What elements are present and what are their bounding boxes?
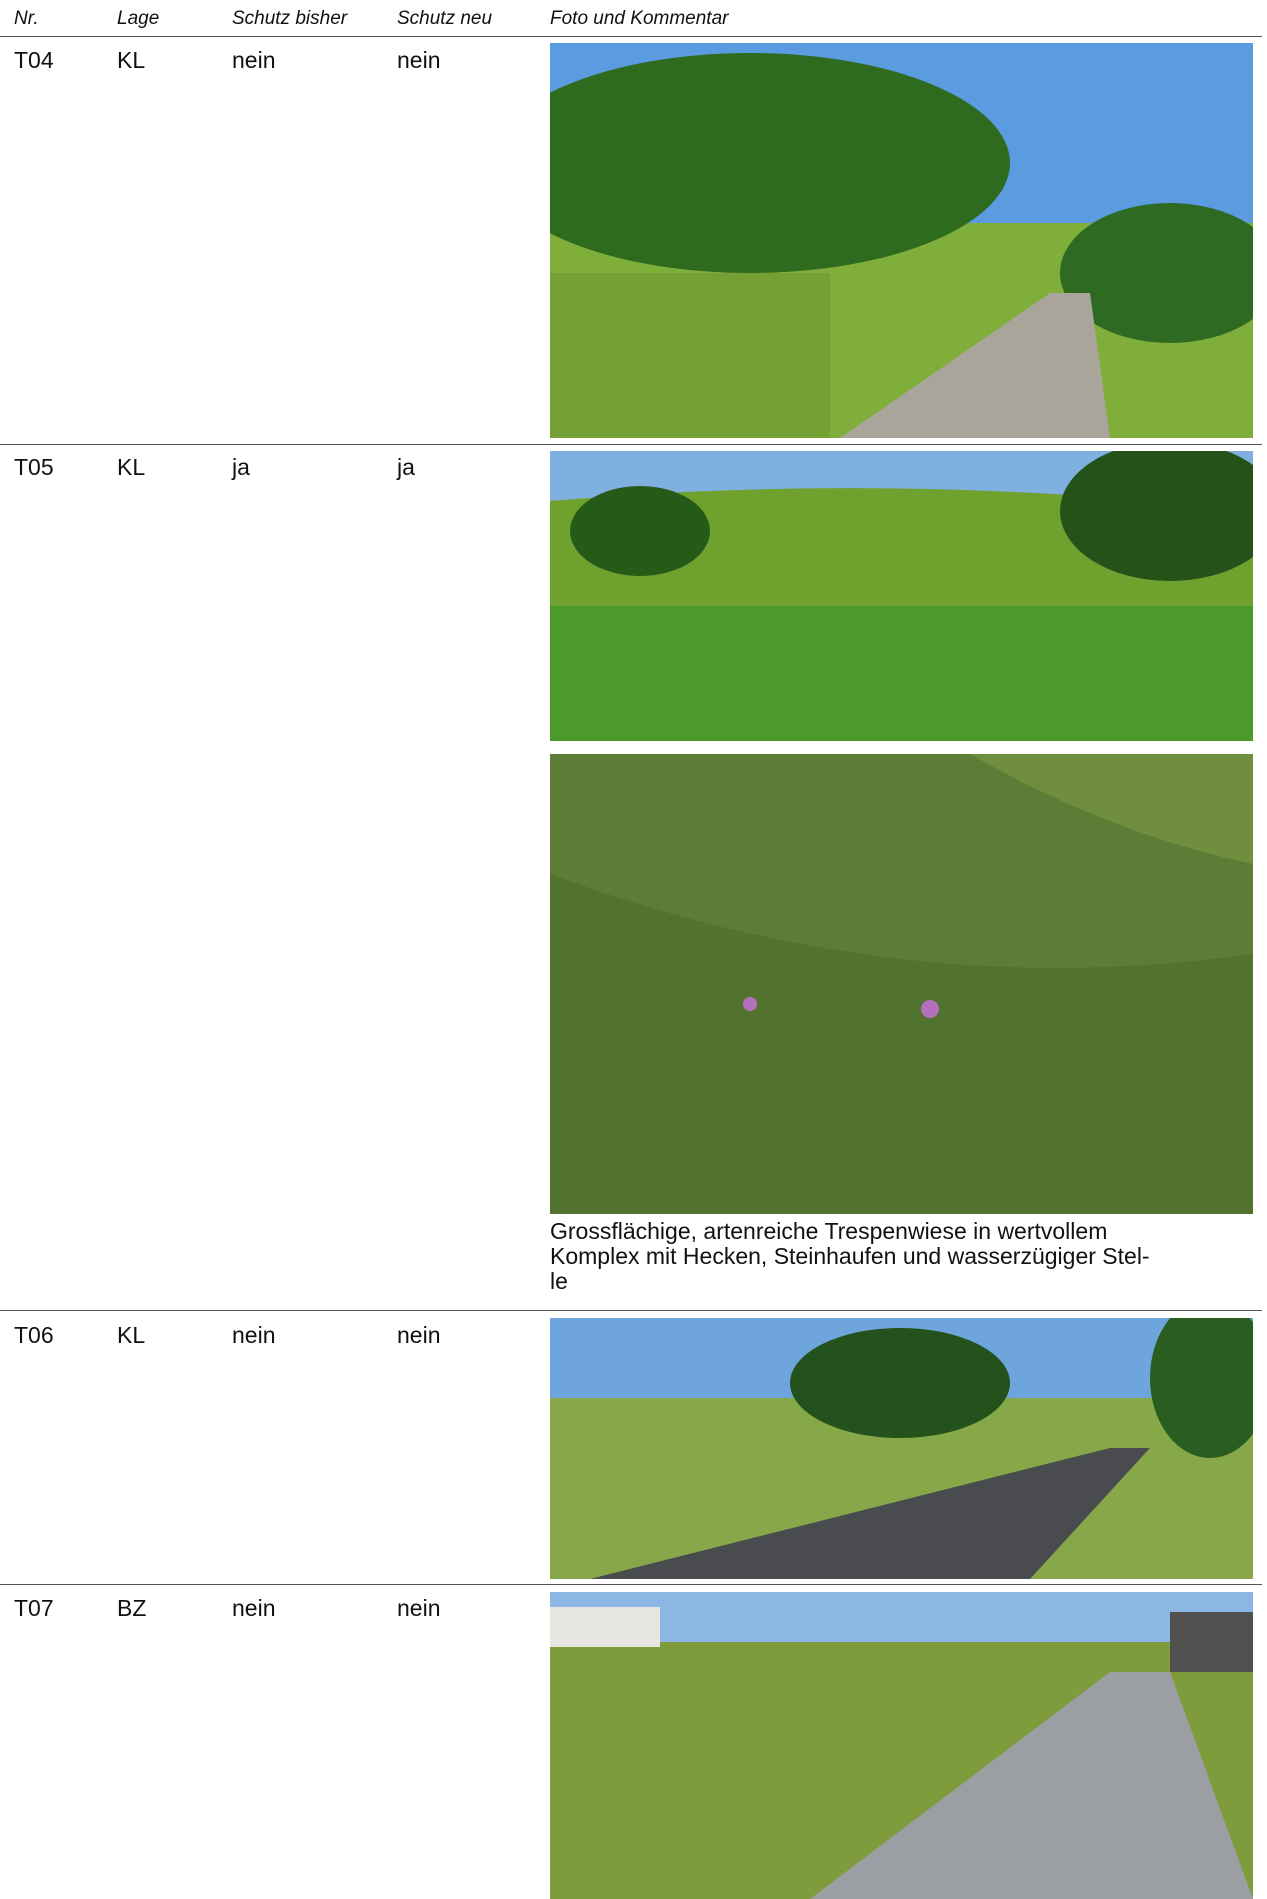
column-header: Foto und Kommentar <box>550 8 729 29</box>
photo <box>550 451 1253 741</box>
cell-schutz-neu: ja <box>397 454 415 480</box>
cell-schutz-neu: nein <box>397 1595 441 1621</box>
row-rule <box>0 1310 1262 1311</box>
cell-lage: KL <box>117 454 146 480</box>
comment-line: Komplex mit Hecken, Steinhaufen und wass… <box>550 1243 1150 1269</box>
cell-schutz-neu: nein <box>397 1322 441 1348</box>
cell-schutz-bisher: ja <box>232 454 250 480</box>
cell-schutz-neu: nein <box>397 47 441 73</box>
cell-nr: T05 <box>14 454 54 480</box>
column-header: Nr. <box>14 8 39 29</box>
comment-line: le <box>550 1268 568 1294</box>
photo <box>550 43 1253 438</box>
cell-schutz-bisher: nein <box>232 47 276 73</box>
cell-nr: T06 <box>14 1322 54 1348</box>
comment-line: Grossflächige, artenreiche Trespenwiese … <box>550 1218 1108 1244</box>
column-header: Schutz bisher <box>232 8 348 29</box>
row-rule <box>0 444 1262 445</box>
header-rule <box>0 36 1262 37</box>
cell-lage: KL <box>117 1322 146 1348</box>
cell-schutz-bisher: nein <box>232 1595 276 1621</box>
photo <box>550 1318 1253 1579</box>
photo <box>550 754 1253 1214</box>
column-header: Lage <box>117 8 160 29</box>
cell-nr: T07 <box>14 1595 54 1621</box>
column-header: Schutz neu <box>397 8 493 29</box>
cell-nr: T04 <box>14 47 54 73</box>
photo <box>550 1592 1253 1899</box>
cell-lage: KL <box>117 47 146 73</box>
cell-schutz-bisher: nein <box>232 1322 276 1348</box>
cell-lage: BZ <box>117 1595 147 1621</box>
row-rule <box>0 1584 1262 1585</box>
